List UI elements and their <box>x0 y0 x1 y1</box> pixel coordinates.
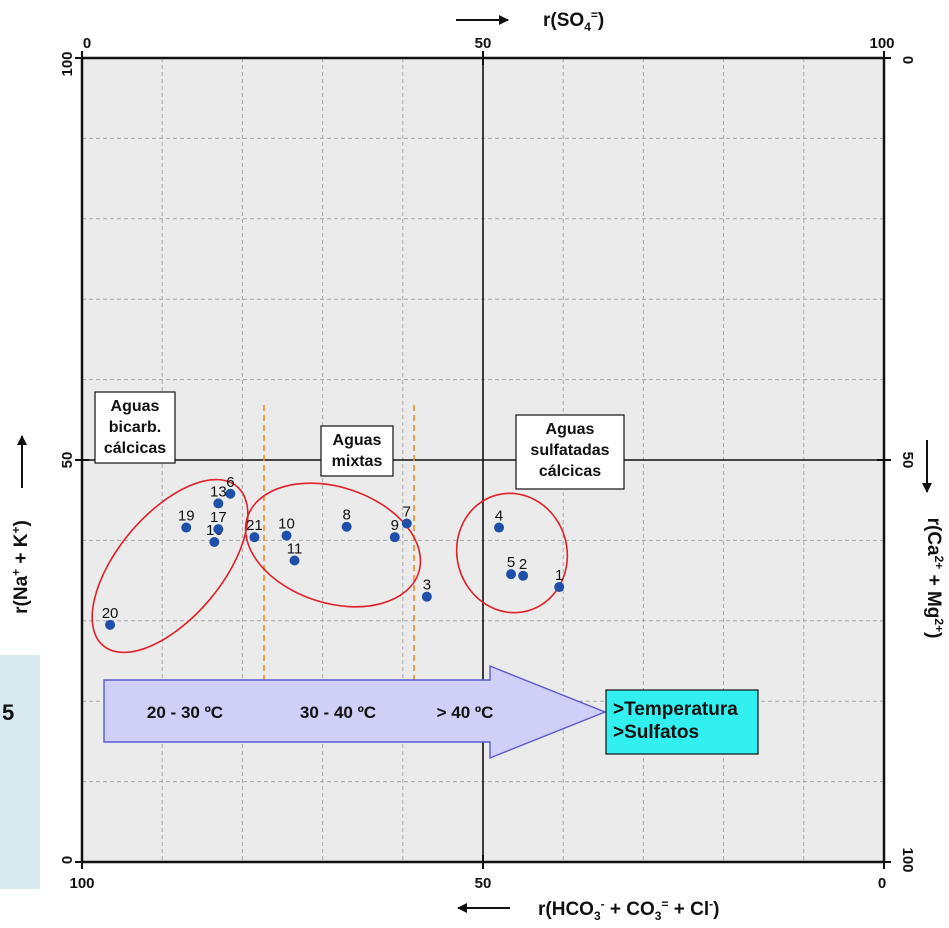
data-point <box>518 570 529 581</box>
data-point-label: 19 <box>178 508 195 525</box>
group-ellipse-mixed <box>244 482 422 608</box>
group-box-text: Aguas <box>111 398 160 415</box>
tick-label-left: 50 <box>59 452 76 469</box>
data-point <box>249 532 260 543</box>
tick-label-right: 100 <box>899 847 916 872</box>
tick-label-right: 0 <box>899 56 916 64</box>
data-point-label: 10 <box>278 516 295 533</box>
data-point <box>389 532 400 543</box>
data-point-label: 11 <box>287 541 303 558</box>
data-point <box>225 488 236 499</box>
data-point <box>181 522 192 533</box>
group-box-text: Aguas <box>546 421 595 438</box>
temperature-range-label: 30 - 40 ºC <box>300 703 376 722</box>
group-box-mixed <box>320 425 394 477</box>
side-panel-char: 5 <box>2 700 15 725</box>
temperature-arrow <box>103 664 607 760</box>
group-ellipse-sulfate <box>455 492 569 614</box>
side-panel <box>0 655 40 889</box>
data-point <box>421 591 432 602</box>
data-point-label: 3 <box>423 577 431 594</box>
group-box-sulfate <box>515 414 625 490</box>
tick-label-bottom: 0 <box>878 875 886 892</box>
data-point-label: 4 <box>495 508 503 525</box>
trend-callout <box>605 689 759 755</box>
tick-label-left: 0 <box>59 856 76 864</box>
data-point-label: 2 <box>519 556 527 573</box>
group-box-text: cálcicas <box>104 440 166 457</box>
axis-label-left: r(Na+ + K+) <box>9 520 32 614</box>
tick-label-bottom: 100 <box>69 875 94 892</box>
group-box-text: mixtas <box>332 453 383 470</box>
tick-label-top: 0 <box>83 35 91 52</box>
data-point-label: 7 <box>403 504 411 521</box>
trend-callout-text: >Temperatura <box>613 699 738 720</box>
data-point-label: 13 <box>210 483 227 500</box>
group-box-text: sulfatadas <box>530 442 609 459</box>
data-point-label: 1 <box>555 567 563 584</box>
data-point <box>213 524 224 535</box>
data-point <box>289 555 300 566</box>
tick-label-left: 100 <box>59 51 76 76</box>
data-point <box>209 537 220 548</box>
tick-label-top: 50 <box>475 35 492 52</box>
group-box-bicarbonate <box>94 391 176 464</box>
data-point-label: 8 <box>342 507 350 524</box>
data-point-label: 6 <box>226 474 234 491</box>
data-point-label: 9 <box>391 517 399 534</box>
tick-label-right: 50 <box>899 452 916 469</box>
temperature-range-label: 20 - 30 ºC <box>147 703 223 722</box>
data-point-label: 5 <box>507 554 515 571</box>
data-point-label: 21 <box>246 517 263 534</box>
group-box-text: bicarb. <box>109 419 161 436</box>
data-point <box>401 518 412 529</box>
data-point <box>213 498 224 509</box>
data-point <box>506 569 517 580</box>
axis-label-right: r(Ca2+ + Mg2+) <box>923 518 946 639</box>
group-ellipse-bicarbonate <box>91 478 249 654</box>
data-point <box>341 521 352 532</box>
tick-label-bottom: 50 <box>475 875 492 892</box>
data-point <box>281 530 292 541</box>
data-point-label: 17 <box>210 509 227 526</box>
axis-label-bottom: r(HCO3- + CO3= + Cl-) <box>538 897 719 923</box>
trend-callout-text: >Sulfatos <box>613 722 699 743</box>
group-box-text: Aguas <box>333 432 382 449</box>
group-box-text: cálcicas <box>539 463 601 480</box>
data-point <box>105 619 116 630</box>
tick-label-top: 100 <box>869 35 894 52</box>
data-point <box>554 582 565 593</box>
data-point <box>494 522 505 533</box>
temperature-range-label: > 40 ºC <box>437 703 494 722</box>
axis-label-top: r(SO4=) <box>543 8 604 34</box>
data-point-label: 20 <box>102 605 119 622</box>
